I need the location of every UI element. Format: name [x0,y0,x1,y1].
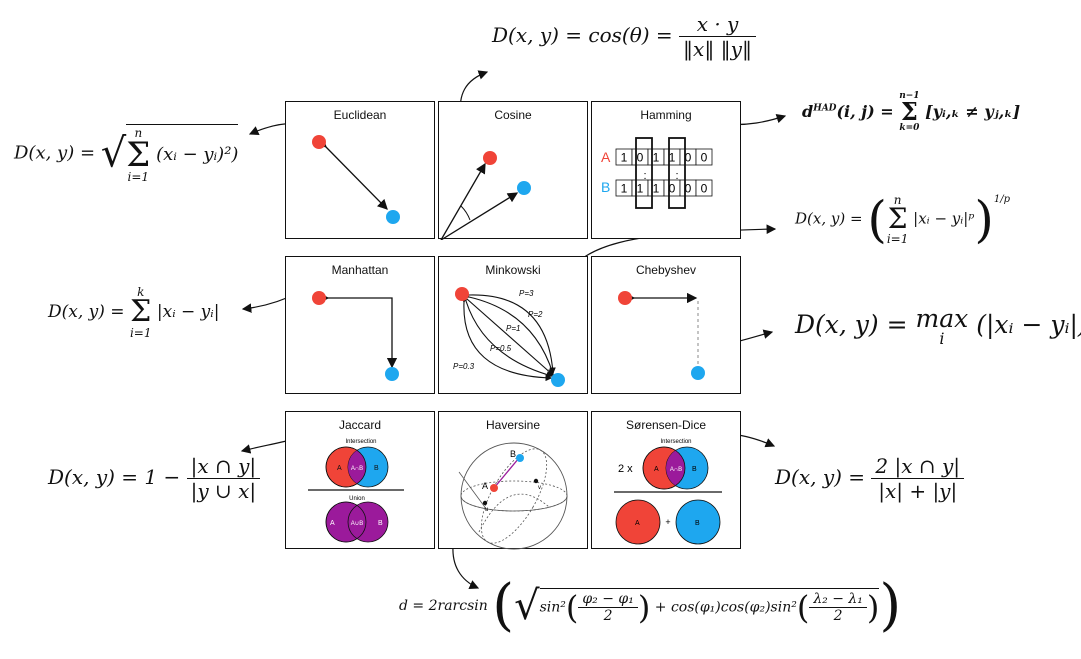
point-a [455,287,469,301]
svg-text:A∪B: A∪B [351,521,363,527]
panel-title: Cosine [494,108,532,122]
panel-cosine: Cosine [438,101,588,240]
panel-haversine: Haversine A B v u [438,411,588,550]
svg-text:A∩B: A∩B [670,467,682,473]
svg-text:A: A [635,520,640,527]
bit-value: 1 [637,182,644,196]
point-b [386,210,400,224]
panel-minkowski: Minkowski P=3 P=2 P=1 P=0.5 P=0.3 [438,256,588,394]
panel-title: Hamming [640,108,692,122]
panel-title: Minkowski [485,263,541,277]
bit-value: 0 [685,182,692,196]
bit-value: 1 [669,151,676,165]
bit-value: 1 [621,151,628,165]
arrow-haversine [452,545,480,589]
cosine-graphic [440,151,531,240]
svg-text::: : [675,170,678,182]
svg-text:v: v [538,485,541,491]
point-b [516,454,524,462]
formula-cosine: D(x, y) = cos(θ) = x · y ‖x‖ ‖y‖ [492,12,756,61]
panel-manhattan: Manhattan [285,256,435,394]
svg-text:B: B [692,466,697,473]
panel-title: Sørensen-Dice [625,418,707,432]
svg-text:u: u [485,507,488,513]
minkowski-graphic: P=3 P=2 P=1 P=0.5 P=0.3 [453,287,565,387]
bit-value: 0 [637,151,644,165]
euclidean-graphic [312,135,400,224]
bit-value: 1 [653,151,660,165]
point-a [490,484,498,492]
sorensen-graphic: Intersection 2 x A A∩B B A + B [614,439,722,545]
formula-sorensen: D(x, y) = 2 |x ∩ y| |x| + |y| [775,454,965,503]
formula-chebyshev: D(x, y) = max i (|xᵢ − yᵢ|) [795,304,1081,348]
formula-jaccard: D(x, y) = 1 − |x ∩ y| |y ∪ x| [48,454,261,503]
svg-text::: : [643,170,646,182]
point-a [312,291,326,305]
svg-text:A: A [330,520,335,527]
bit-cell [695,148,713,166]
manhattan-graphic [312,291,399,381]
formula-haversine: d = 2rarcsin (√ sin²(φ₂ − φ₁ 2) + cos(φ₁)… [399,573,902,638]
svg-text:B: B [510,449,516,459]
bit-value: 0 [701,151,708,165]
chebyshev-graphic [618,291,705,380]
row-a-label: A [601,149,611,165]
bit-value: 0 [701,182,708,196]
intersection-label: Intersection [345,439,376,445]
point-a [618,291,632,305]
panel-title: Haversine [485,418,541,432]
label-p03: P=0.3 [453,362,475,371]
union-label: Union [349,496,365,502]
bit-value: 0 [669,182,676,196]
panel-title: Chebyshev [635,263,697,277]
label-p3: P=3 [519,289,534,298]
svg-text:B: B [374,465,379,472]
panel-euclidean: Euclidean [285,101,435,239]
bit-cell [695,179,713,197]
svg-text:A∩B: A∩B [351,466,363,472]
panel-chebyshev: Chebyshev [591,256,741,394]
svg-text:A: A [654,466,659,473]
intersection-label: Intersection [660,439,691,445]
point-b [385,367,399,381]
two-x: 2 x [618,463,633,475]
svg-text:A: A [482,481,488,491]
svg-text:+: + [665,517,670,527]
panel-title: Jaccard [338,418,382,432]
point-b [551,373,565,387]
jaccard-graphic: Intersection A A∩B B Union A A∪B B [308,439,404,543]
bit-value: 1 [653,182,660,196]
bit-value: 1 [621,182,628,196]
row-b-label: B [601,179,610,195]
label-p1: P=1 [506,324,520,333]
point-a [312,135,326,149]
panel-title: Euclidean [333,108,387,122]
haversine-graphic: A B v u [458,442,568,550]
svg-text:B: B [695,520,700,527]
svg-text:B: B [378,520,383,527]
panel-title: Manhattan [331,263,389,277]
label-p05: P=0.5 [490,344,512,353]
point-b [517,181,531,195]
label-p2: P=2 [528,310,543,319]
point-b [691,366,705,380]
panel-sorensen: Sørensen-Dice Intersection 2 x A A∩B B A… [591,411,741,549]
svg-text:A: A [337,465,342,472]
point-a [483,151,497,165]
bit-value: 0 [685,151,692,165]
panel-jaccard: Jaccard Intersection A A∩B B Union A A∪B… [285,411,435,549]
